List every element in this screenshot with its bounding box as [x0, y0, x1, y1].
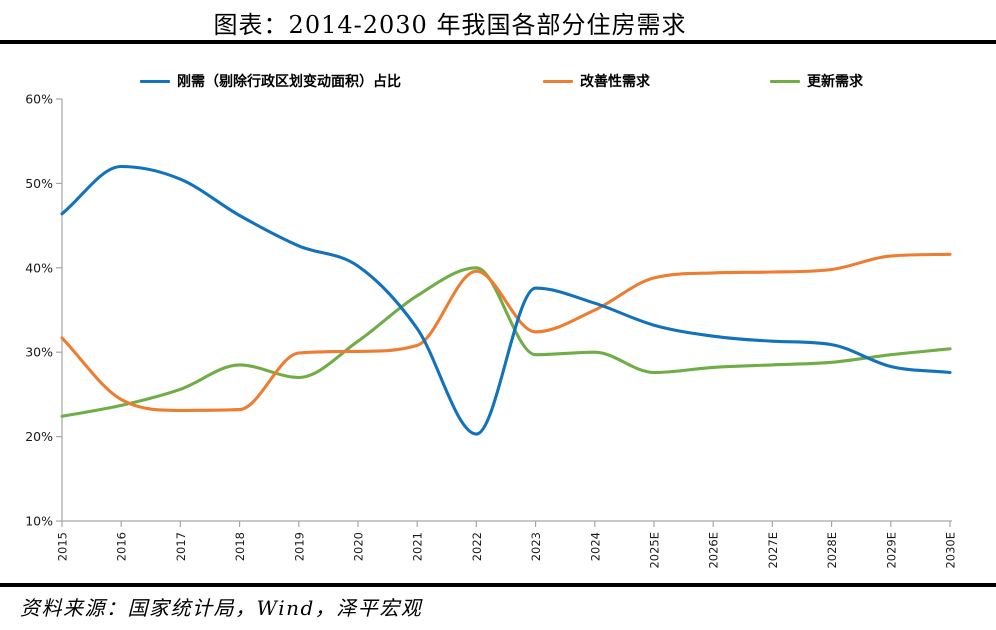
- chart-title: 图表：2014-2030 年我国各部分住房需求: [213, 11, 687, 39]
- x-tick-label: 2017: [174, 532, 188, 561]
- x-tick-label: 2029E: [884, 532, 898, 569]
- x-tick-label: 2019: [292, 532, 306, 561]
- series-line-orange: [60, 252, 952, 412]
- y-tick-label: 40%: [25, 260, 53, 275]
- legend-item-improvement-demand: 改善性需求: [543, 71, 650, 91]
- series-line-green: [60, 266, 952, 418]
- y-tick-label: 10%: [25, 514, 53, 529]
- chart-legend: 刚需（剔除行政区划变动面积）占比 改善性需求 更新需求: [0, 71, 996, 91]
- x-tick-label: 2018: [233, 532, 247, 561]
- y-tick-label: 60%: [25, 92, 53, 107]
- footer-divider-rule: [0, 583, 996, 587]
- x-tick-label: 2025E: [648, 532, 662, 569]
- y-tick-label: 20%: [25, 429, 53, 444]
- legend-item-renewal-demand: 更新需求: [770, 71, 863, 91]
- y-tick-label: 50%: [25, 176, 53, 191]
- x-tick-label: 2027E: [766, 532, 780, 569]
- x-tick-label: 2028E: [825, 532, 839, 569]
- x-tick-label: 2023: [529, 532, 543, 561]
- legend-label-renewal-demand: 更新需求: [807, 74, 863, 90]
- series-line-blue: [60, 164, 952, 436]
- x-tick-label: 2020: [352, 532, 366, 561]
- legend-swatch-blue-line: [140, 79, 170, 83]
- x-tick-label: 2015: [56, 532, 70, 561]
- legend-item-rigid-demand: 刚需（剔除行政区划变动面积）占比: [140, 71, 401, 91]
- x-tick-label: 2022: [470, 532, 484, 561]
- x-tick-label: 2026E: [707, 532, 721, 569]
- title-divider-rule: [0, 40, 996, 44]
- legend-label-rigid-demand: 刚需（剔除行政区划变动面积）占比: [177, 74, 401, 90]
- legend-swatch-green-line: [770, 79, 800, 83]
- legend-swatch-orange-line: [543, 79, 573, 83]
- source-note: 资料来源：国家统计局，Wind，泽平宏观: [20, 596, 423, 620]
- legend-label-improvement-demand: 改善性需求: [580, 74, 650, 90]
- x-tick-label: 2016: [115, 532, 129, 561]
- x-tick-label: 2030E: [944, 532, 958, 569]
- y-tick-label: 30%: [25, 345, 53, 360]
- x-tick-label: 2024: [588, 532, 602, 561]
- x-tick-label: 2021: [411, 532, 425, 561]
